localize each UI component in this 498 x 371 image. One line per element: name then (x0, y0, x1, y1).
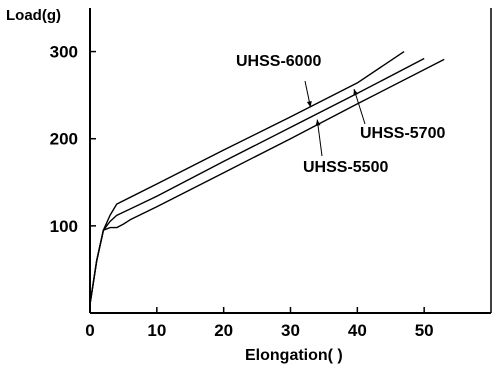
x-tick-label: 0 (85, 321, 94, 340)
annotations: UHSS-6000 UHSS-5700 UHSS-5500 (236, 53, 445, 176)
annotation-arrowhead (315, 119, 321, 126)
x-tick-label: 50 (415, 321, 434, 340)
y-tick-label: 100 (50, 217, 78, 236)
y-ticks: 100 200 300 (50, 43, 96, 236)
annotation-label: UHSS-5500 (303, 159, 388, 176)
annotation-label: UHSS-6000 (236, 53, 321, 70)
annotation-arrow-line (353, 88, 366, 125)
annotation-label: UHSS-5700 (360, 125, 445, 142)
annotation-arrowhead (306, 100, 312, 108)
x-axis-label: Elongation( ) (245, 347, 343, 364)
x-tick-label: 20 (214, 321, 233, 340)
x-tick-label: 10 (147, 321, 166, 340)
x-ticks: 0 10 20 30 40 50 (85, 307, 434, 340)
y-tick-label: 200 (50, 130, 78, 149)
y-axis-label: Load(g) (6, 7, 61, 24)
annotation-arrow-line (316, 119, 323, 157)
y-tick-label: 300 (50, 43, 78, 62)
series-line-uhss-5500 (89, 58, 445, 305)
x-tick-label: 30 (281, 321, 300, 340)
annotation-arrowhead (353, 89, 359, 96)
series-lines (89, 51, 445, 305)
series-line-uhss-6000 (89, 51, 405, 305)
x-tick-label: 40 (348, 321, 367, 340)
